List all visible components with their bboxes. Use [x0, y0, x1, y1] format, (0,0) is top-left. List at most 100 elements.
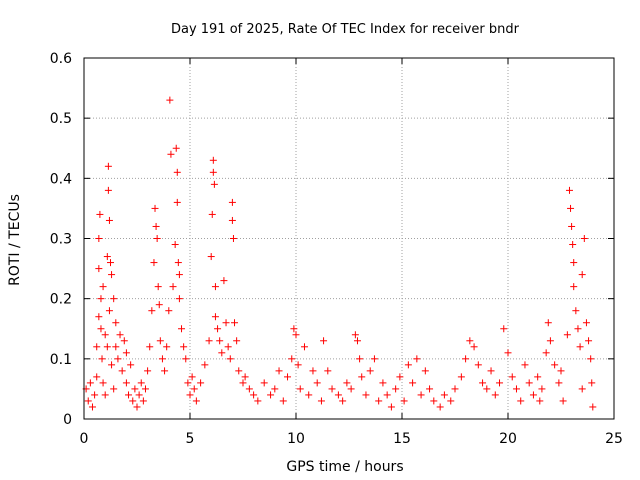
data-point	[521, 361, 529, 369]
data-point	[536, 397, 544, 405]
data-point	[351, 331, 359, 339]
data-point	[220, 277, 228, 285]
data-point	[370, 355, 378, 363]
data-point	[150, 259, 158, 267]
y-tick-label: 0.5	[50, 111, 72, 127]
data-point	[375, 397, 383, 405]
data-point	[517, 397, 525, 405]
data-point	[421, 367, 429, 375]
data-point	[161, 367, 169, 375]
data-point	[387, 403, 395, 411]
data-point	[309, 367, 317, 375]
data-point	[131, 385, 139, 393]
data-point	[222, 319, 230, 327]
data-point	[570, 259, 578, 267]
data-point	[93, 373, 101, 381]
data-point	[578, 271, 586, 279]
data-point	[110, 295, 118, 303]
x-tick-label: 0	[80, 431, 89, 447]
data-point	[328, 385, 336, 393]
data-point	[101, 391, 109, 399]
data-point	[172, 144, 180, 152]
data-point	[358, 373, 366, 381]
data-point	[555, 379, 563, 387]
data-point	[451, 385, 459, 393]
data-point	[104, 186, 112, 194]
data-point	[260, 379, 268, 387]
data-point	[155, 301, 163, 309]
data-point	[152, 222, 160, 230]
data-point	[156, 337, 164, 345]
data-point	[290, 325, 298, 333]
data-point	[366, 367, 374, 375]
data-point	[151, 204, 159, 212]
data-point	[95, 313, 103, 321]
y-tick-label: 0.6	[50, 51, 72, 67]
y-tick-label: 0.2	[50, 292, 72, 308]
data-point	[97, 295, 105, 303]
data-point	[190, 385, 198, 393]
data-point	[135, 391, 143, 399]
data-point	[565, 186, 573, 194]
data-point	[563, 331, 571, 339]
y-tick-labels: 0 0.1 0.2 0.3 0.4 0.5 0.6	[50, 51, 72, 428]
data-point	[356, 355, 364, 363]
data-point	[241, 373, 249, 381]
data-point	[483, 385, 491, 393]
data-point	[98, 355, 106, 363]
data-point	[112, 343, 120, 351]
data-point	[184, 379, 192, 387]
x-axis-label: GPS time / hours	[286, 459, 403, 475]
chart-title: Day 191 of 2025, Rate Of TEC Index for r…	[171, 22, 520, 37]
data-point	[383, 391, 391, 399]
data-point	[108, 361, 116, 369]
data-point	[224, 343, 232, 351]
data-point	[578, 385, 586, 393]
data-point	[158, 355, 166, 363]
data-point	[216, 337, 224, 345]
data-point	[426, 385, 434, 393]
data-point	[339, 397, 347, 405]
data-point	[284, 373, 292, 381]
data-point	[324, 367, 332, 375]
data-point	[313, 379, 321, 387]
y-tick-label: 0	[63, 412, 72, 428]
data-point	[169, 283, 177, 291]
data-point	[587, 355, 595, 363]
data-point	[576, 343, 584, 351]
data-point	[413, 355, 421, 363]
data-point	[125, 391, 133, 399]
data-point	[166, 96, 174, 104]
data-point	[186, 391, 194, 399]
data-point	[491, 391, 499, 399]
data-point	[457, 373, 465, 381]
data-point	[153, 235, 161, 242]
data-point	[214, 325, 222, 333]
data-point	[568, 222, 576, 230]
data-point	[294, 361, 302, 369]
x-tick-label: 20	[499, 431, 517, 447]
data-point	[334, 391, 342, 399]
data-point	[95, 265, 103, 273]
data-point	[572, 307, 580, 315]
data-point	[146, 343, 154, 351]
data-point	[487, 367, 495, 375]
data-point	[271, 385, 279, 393]
y-tick-label: 0.4	[50, 171, 72, 187]
data-point	[436, 403, 444, 411]
data-point	[580, 235, 588, 242]
data-point	[275, 367, 283, 375]
data-points	[82, 96, 597, 411]
data-point	[396, 373, 404, 381]
data-point	[267, 391, 275, 399]
data-point	[320, 337, 328, 345]
data-point	[447, 397, 455, 405]
data-point	[288, 355, 296, 363]
data-point	[210, 180, 218, 188]
data-point	[209, 168, 217, 176]
data-point	[292, 331, 300, 339]
data-point	[205, 337, 213, 345]
data-point	[188, 373, 196, 381]
data-point	[551, 361, 559, 369]
data-point	[101, 331, 109, 339]
